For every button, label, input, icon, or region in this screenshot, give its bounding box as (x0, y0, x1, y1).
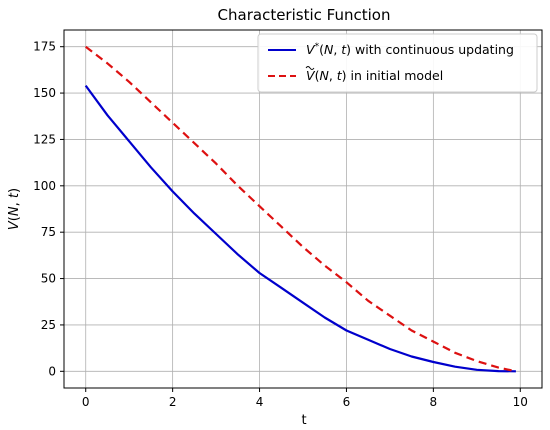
series-line-1 (84, 84, 516, 373)
y-tick-label: 50 (41, 272, 56, 286)
x-tick-label: 0 (82, 395, 90, 409)
plot-frame (63, 29, 543, 389)
y-tick-label: 100 (33, 179, 56, 193)
tilde-mark (305, 66, 315, 70)
x-axis-label: t (301, 413, 306, 428)
series-line-2 (85, 45, 517, 373)
x-tick-label: 8 (430, 395, 438, 409)
legend-label-initial: V(N, t) in initial model (306, 68, 443, 83)
chart-title: Characteristic Function (218, 6, 391, 24)
y-tick-label: 175 (33, 40, 56, 54)
x-tick-label: 6 (343, 395, 351, 409)
y-tick-label: 150 (33, 86, 56, 100)
legend-box (257, 33, 538, 93)
y-tick-label: 25 (41, 318, 56, 332)
legend: V*(N, t) with continuous updating V(N, t… (257, 33, 538, 93)
series-layer (84, 45, 517, 373)
y-tick-label: 0 (48, 364, 56, 378)
y-axis-label: V(N, t) (7, 188, 22, 230)
x-tick-label: 4 (256, 395, 264, 409)
y-tick-label: 75 (41, 225, 56, 239)
x-tick-label: 2 (169, 395, 177, 409)
y-tick-label: 125 (33, 132, 56, 146)
x-tick-label: 10 (513, 395, 528, 409)
legend-label-continuous: V*(N, t) with continuous updating (306, 42, 514, 57)
